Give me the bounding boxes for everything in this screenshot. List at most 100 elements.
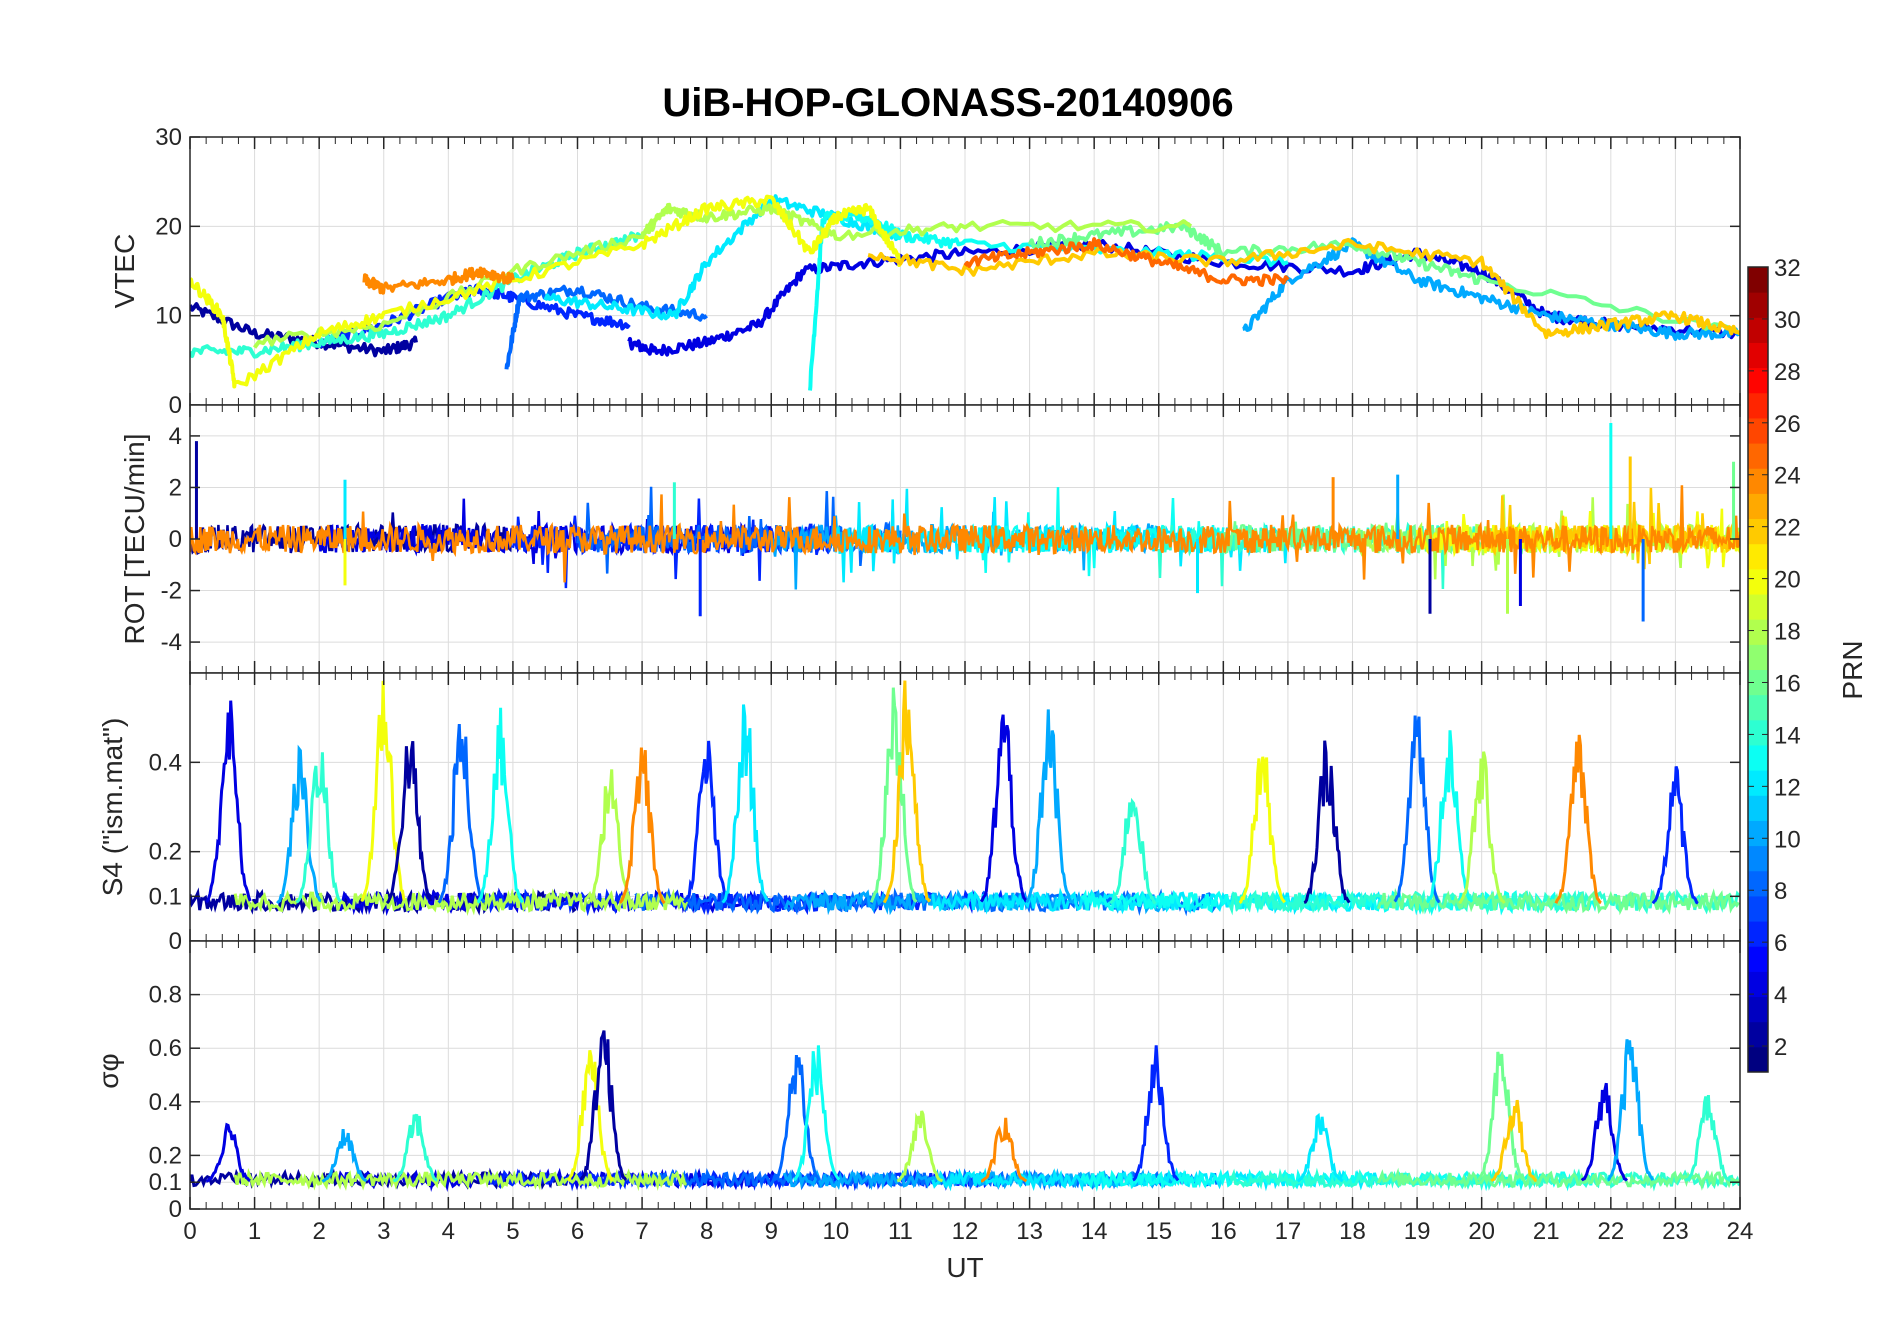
sigma-burst [896, 1110, 944, 1183]
colorbar-tick-label: 12 [1774, 774, 1801, 801]
s4-burst [979, 714, 1028, 903]
s4-burst [1238, 756, 1286, 904]
y-tick-label: 4 [169, 423, 182, 450]
colorbar-tick-label: 10 [1774, 826, 1801, 853]
vtec-series-prn-20 [190, 194, 903, 389]
s4-burst [295, 752, 342, 904]
sigma-burst [1477, 1051, 1525, 1182]
colorbar-label: PRN [1837, 640, 1868, 699]
colorbar-band [1748, 443, 1768, 469]
s4-series-prn-18 [233, 887, 688, 916]
colorbar-tick-label: 6 [1774, 930, 1787, 957]
sigma-series-prn-16 [1376, 1167, 1740, 1191]
sigma-burst [1607, 1039, 1655, 1182]
s4-burst [882, 680, 931, 904]
s4-series-prn-6 [486, 888, 1004, 917]
series-group [190, 1030, 1740, 1193]
colorbar-tick-label: 26 [1774, 411, 1801, 438]
x-tick-label: 19 [1404, 1218, 1431, 1245]
colorbar-band [1748, 921, 1768, 947]
s4-burst [1426, 730, 1474, 904]
colorbar-band [1748, 795, 1768, 821]
colorbar-tick-label: 2 [1774, 1034, 1787, 1061]
sigma-burst [579, 1030, 628, 1181]
colorbar-tick-label: 16 [1774, 670, 1801, 697]
colorbar-band [1748, 996, 1768, 1023]
x-tick-label: 1 [248, 1218, 261, 1245]
x-tick-label: 15 [1145, 1218, 1172, 1245]
x-tick-label: 24 [1727, 1218, 1754, 1245]
s4-burst [1109, 797, 1157, 905]
s4-burst [1651, 766, 1699, 905]
s4-burst [1554, 734, 1602, 905]
x-tick-label: 9 [765, 1218, 778, 1245]
colorbar-frame [1747, 266, 1769, 1073]
y-tick-label: 2 [169, 474, 182, 501]
s4-burst [586, 769, 634, 905]
x-tick-label: 23 [1662, 1218, 1689, 1245]
colorbar-band [1748, 543, 1768, 570]
sigma-burst [981, 1117, 1028, 1183]
panel-rot: -4 -2 0 2 4 ROT [TECU/min] [119, 404, 1741, 674]
colorbar-band [1748, 493, 1768, 520]
s4-burst [437, 723, 486, 904]
y-tick-label: 0.1 [149, 883, 182, 910]
x-tick-label: 3 [377, 1218, 390, 1245]
colorbar-band [1748, 292, 1768, 318]
colorbar-band [1748, 518, 1768, 545]
x-tick-label: 10 [822, 1218, 849, 1245]
s4-burst [476, 707, 524, 904]
s4-burst [276, 744, 322, 905]
colorbar-band [1748, 392, 1768, 419]
colorbar-band [1748, 317, 1768, 343]
y-tick-label: 0.4 [149, 1089, 182, 1116]
y-tick-label: -4 [161, 629, 182, 656]
x-tick-label: 18 [1339, 1218, 1366, 1245]
colorbar-band [1748, 770, 1768, 796]
vtec-series-prn-10 [1242, 237, 1740, 341]
x-tick-label: 14 [1081, 1218, 1108, 1245]
colorbar-band [1748, 946, 1768, 972]
vtec-series-prn-24 [362, 266, 515, 295]
s4-burst [869, 687, 918, 903]
series-group [190, 194, 1740, 391]
colorbar-band [1748, 669, 1768, 696]
colorbar-band [1748, 845, 1768, 872]
y-tick-label: 0 [169, 928, 182, 955]
y-tick-label: 0 [169, 392, 182, 419]
sigma-burst [1684, 1095, 1732, 1182]
colorbar-band [1748, 971, 1768, 998]
y-tick-label: 0 [169, 1196, 182, 1223]
x-tick-label: 22 [1597, 1218, 1624, 1245]
chart-title: UiB-HOP-GLONASS-20140906 [662, 81, 1233, 125]
sigma-burst [321, 1128, 368, 1183]
y-axis-label: S4 ("ism.mat") [97, 718, 128, 897]
s4-burst [385, 740, 433, 905]
x-tick-label: 8 [700, 1218, 713, 1245]
colorbar-band [1748, 719, 1768, 746]
vtec-series-prn-22 [867, 237, 1740, 340]
colorbar-band [1748, 568, 1768, 595]
s4-burst [682, 740, 731, 904]
y-tick-label: -2 [161, 578, 182, 605]
panel-vtec: 0 10 20 30 VTEC [109, 124, 1741, 419]
colorbar-band [1748, 1046, 1768, 1073]
colorbar-band [1748, 644, 1768, 670]
colorbar-band [1748, 895, 1768, 922]
sigma-burst [773, 1054, 821, 1182]
y-tick-label: 0.1 [149, 1169, 182, 1196]
x-tick-label: 21 [1533, 1218, 1560, 1245]
y-axis-label: VTEC [109, 234, 140, 309]
sigma-burst [1132, 1045, 1180, 1182]
colorbar-band [1748, 367, 1768, 394]
colorbar-band [1748, 694, 1768, 721]
series-group [190, 423, 1740, 622]
y-tick-label: 10 [155, 303, 182, 330]
s4-series-prn-13 [1080, 887, 1599, 917]
sigma-burst [1580, 1082, 1629, 1182]
sigma-burst [567, 1049, 614, 1182]
y-tick-label: 0.4 [149, 749, 182, 776]
x-tick-label: 5 [506, 1218, 519, 1245]
